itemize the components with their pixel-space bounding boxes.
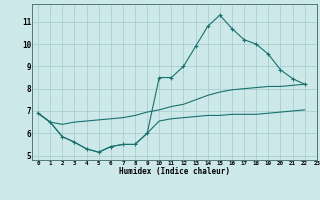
X-axis label: Humidex (Indice chaleur): Humidex (Indice chaleur) [119,167,230,176]
